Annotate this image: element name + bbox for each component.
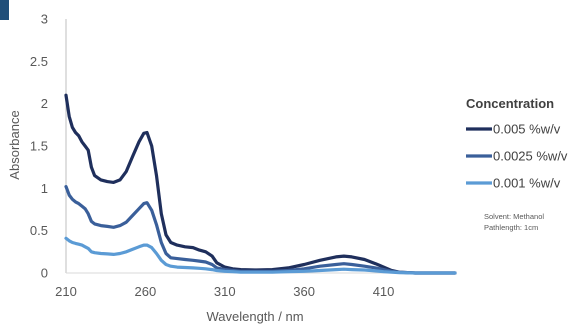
x-axis-title: Wavelength / nm (206, 309, 303, 324)
y-axis-title: Absorbance (7, 110, 22, 179)
y-axis-ticks: 0 0.5 1 1.5 2 2.5 3 (30, 12, 48, 281)
legend-label-3: 0.001 %w/v (493, 176, 561, 191)
y-tick-label: 3 (41, 12, 48, 27)
y-tick-label: 0 (41, 266, 48, 281)
y-tick-label: 0.5 (30, 223, 48, 238)
series-line-1 (64, 93, 457, 275)
legend-items: 0.005 %w/v 0.0025 %w/v 0.001 %w/v (466, 122, 568, 191)
x-tick-label: 210 (55, 284, 77, 299)
series-layer (64, 93, 457, 275)
series-line-2 (64, 185, 457, 275)
legend-label-1: 0.005 %w/v (493, 122, 561, 137)
x-axis-ticks: 210 260 310 360 410 (55, 284, 394, 299)
legend: Concentration 0.005 %w/v 0.0025 %w/v 0.001… (466, 96, 568, 191)
x-tick-label: 310 (214, 284, 236, 299)
x-tick-label: 360 (293, 284, 315, 299)
pathlength-note: Pathlength: 1cm (484, 223, 538, 232)
x-tick-label: 410 (373, 284, 395, 299)
legend-label-2: 0.0025 %w/v (493, 149, 568, 164)
legend-title: Concentration (466, 96, 554, 111)
y-tick-label: 2 (41, 96, 48, 111)
y-tick-label: 2.5 (30, 54, 48, 69)
x-tick-label: 260 (135, 284, 157, 299)
y-tick-label: 1 (41, 181, 48, 196)
y-tick-label: 1.5 (30, 139, 48, 154)
solvent-note: Solvent: Methanol (484, 212, 544, 221)
series-line-3 (64, 236, 457, 275)
corner-accent-bar (0, 0, 9, 20)
